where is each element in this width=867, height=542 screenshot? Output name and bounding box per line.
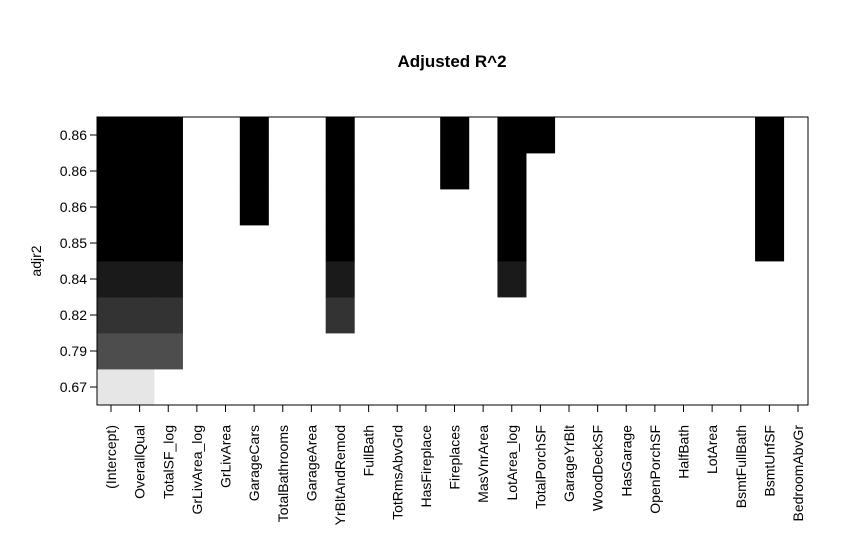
heatmap-cell <box>96 189 126 226</box>
heatmap-cell <box>153 189 183 226</box>
y-tick-label: 0.86 <box>60 127 87 143</box>
x-tick-label: BsmtUnfSF <box>761 425 777 497</box>
heatmap-cell <box>497 117 527 154</box>
heatmap-cell <box>125 369 155 406</box>
plot-frame <box>96 116 809 406</box>
heatmap-cell <box>96 225 126 262</box>
heatmap-cell <box>325 153 355 190</box>
x-tick-label: TotalBathrooms <box>275 425 291 522</box>
y-tick-label: 0.84 <box>60 271 87 287</box>
heatmap-cell <box>497 261 527 298</box>
heatmap-cell <box>239 117 269 154</box>
y-axis: 0.67 0.79 0.82 0.84 0.85 0.86 0.86 0.86 <box>60 127 97 395</box>
x-tick-label: TotalSF_log <box>160 425 176 499</box>
heatmap-cell <box>755 225 785 262</box>
x-tick-label: HasFireplace <box>418 425 434 508</box>
heatmap-cell <box>125 189 155 226</box>
heatmap-cell <box>125 261 155 298</box>
heatmap-cell <box>153 153 183 190</box>
heatmap-cell <box>755 153 785 190</box>
heatmap-cell <box>125 225 155 262</box>
heatmap-cell <box>96 333 126 370</box>
x-tick-label: LotArea_log <box>504 425 520 501</box>
heatmap-cell <box>755 117 785 154</box>
y-tick-label: 0.86 <box>60 163 87 179</box>
x-tick-label: GrLivArea <box>218 425 234 488</box>
heatmap-cell <box>497 225 527 262</box>
x-tick-label: LotArea <box>704 425 720 474</box>
heatmap-cell <box>153 333 183 370</box>
x-tick-label: BsmtFullBath <box>733 425 749 508</box>
heatmap-cells <box>96 117 785 406</box>
heatmap-cell <box>125 117 155 154</box>
x-tick-label: TotalPorchSF <box>532 425 548 509</box>
x-tick-label: YrBltAndRemod <box>332 425 348 525</box>
x-axis: (Intercept) OverallQual TotalSF_log GrLivAr… <box>103 405 806 525</box>
heatmap-cell <box>96 369 126 406</box>
chart-title: Adjusted R^2 <box>397 52 506 71</box>
x-tick-label: (Intercept) <box>103 425 119 489</box>
heatmap-cell <box>239 189 269 226</box>
x-tick-label: GarageArea <box>303 425 319 501</box>
heatmap-cell <box>96 117 126 154</box>
x-tick-label: OverallQual <box>132 425 148 499</box>
heatmap-cell <box>125 297 155 334</box>
y-tick-label: 0.82 <box>60 307 87 323</box>
heatmap-cell <box>325 189 355 226</box>
x-tick-label: MasVnrArea <box>475 425 491 503</box>
x-tick-label: GarageYrBlt <box>561 425 577 502</box>
y-tick-label: 0.79 <box>60 343 87 359</box>
x-tick-label: WoodDeckSF <box>590 425 606 511</box>
heatmap-cell <box>125 153 155 190</box>
heatmap-cell <box>325 297 355 334</box>
x-tick-label: OpenPorchSF <box>647 425 663 514</box>
heatmap-cell <box>125 333 155 370</box>
heatmap-cell <box>497 189 527 226</box>
x-tick-label: TotRmsAbvGrd <box>389 425 405 520</box>
heatmap-cell <box>239 153 269 190</box>
y-tick-label: 0.67 <box>60 379 87 395</box>
x-tick-label: GrLivArea_log <box>189 425 205 515</box>
heatmap-cell <box>526 117 556 154</box>
heatmap-cell <box>153 297 183 334</box>
y-tick-label: 0.85 <box>60 235 87 251</box>
heatmap-cell <box>153 225 183 262</box>
heatmap-cell <box>96 153 126 190</box>
heatmap-cell <box>325 117 355 154</box>
heatmap-cell <box>153 117 183 154</box>
x-tick-label: HalfBath <box>676 425 692 479</box>
x-tick-label: BedroomAbvGr <box>790 425 806 522</box>
heatmap-cell <box>440 153 470 190</box>
heatmap-cell <box>755 189 785 226</box>
x-tick-label: FullBath <box>361 425 377 476</box>
heatmap-cell <box>153 261 183 298</box>
x-tick-label: GarageCars <box>246 425 262 501</box>
heatmap-cell <box>325 225 355 262</box>
x-tick-label: Fireplaces <box>447 425 463 490</box>
heatmap-cell <box>325 261 355 298</box>
heatmap-cell <box>497 153 527 190</box>
heatmap-cell <box>96 261 126 298</box>
heatmap-cell <box>440 117 470 154</box>
y-tick-label: 0.86 <box>60 199 87 215</box>
y-axis-label: adjr2 <box>28 245 44 276</box>
heatmap-cell <box>96 297 126 334</box>
x-tick-label: HasGarage <box>618 425 634 497</box>
